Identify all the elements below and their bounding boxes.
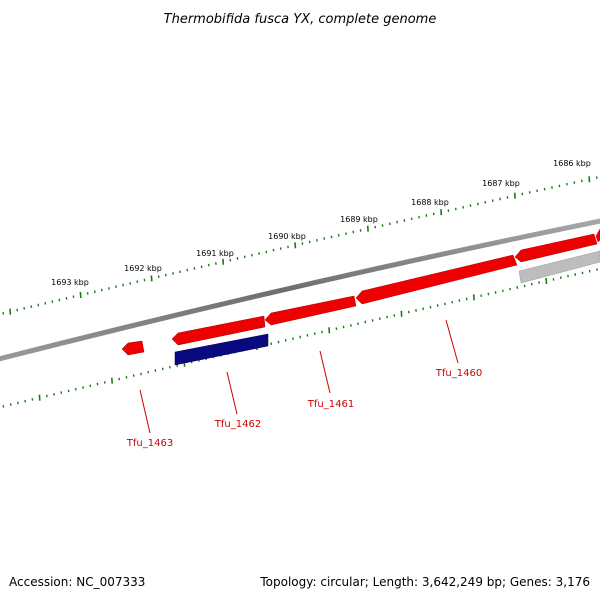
genome-backbone	[0, 218, 600, 362]
scale-labels: 1693 kbp 1692 kbp 1691 kbp 1690 kbp 1689…	[51, 159, 591, 287]
gene-arrow-tfu-1460[interactable]	[355, 254, 518, 305]
map-title: Thermobifida fusca YX, complete genome	[164, 12, 437, 27]
gene-arrow-tfu-1461[interactable]	[264, 295, 357, 326]
leader-line-tfu-1461	[319, 350, 331, 394]
scale-label-1693: 1693 kbp	[51, 278, 89, 287]
scale-label-1689: 1689 kbp	[340, 215, 378, 224]
gene-arrow-tfu-1462-forward[interactable]	[171, 315, 266, 346]
gene-labels: Tfu_1463 Tfu_1462 Tfu_1461 Tfu_1460	[126, 368, 482, 449]
gene-arrow-grey[interactable]	[518, 250, 600, 284]
gene-label-tfu-1463[interactable]: Tfu_1463	[126, 438, 173, 449]
gene-arrow-tfu-1463[interactable]	[121, 340, 145, 356]
scale-label-1687: 1687 kbp	[482, 179, 520, 188]
accession-text: Accession: NC_007333	[9, 575, 145, 589]
gene-label-tfu-1460[interactable]: Tfu_1460	[435, 368, 482, 379]
gene-arrow-edge-forward[interactable]	[595, 228, 600, 243]
leader-line-tfu-1462	[226, 371, 238, 415]
scale-label-1692: 1692 kbp	[124, 264, 162, 273]
scale-label-1690: 1690 kbp	[268, 232, 306, 241]
gene-leader-lines	[139, 319, 459, 434]
gene-label-tfu-1461[interactable]: Tfu_1461	[307, 399, 354, 410]
gene-label-tfu-1462[interactable]: Tfu_1462	[214, 419, 261, 430]
scale-label-1691: 1691 kbp	[196, 249, 234, 258]
gene-arrow-next-forward[interactable]	[514, 233, 598, 263]
genome-summary-text: Topology: circular; Length: 3,642,249 bp…	[259, 575, 590, 589]
scale-label-1686: 1686 kbp	[553, 159, 591, 168]
leader-line-tfu-1460	[445, 319, 459, 364]
leader-line-tfu-1463	[139, 389, 151, 434]
forward-strand-genes	[121, 228, 600, 356]
gene-arrow-tfu-1462-reverse[interactable]	[174, 333, 269, 366]
scale-label-1688: 1688 kbp	[411, 198, 449, 207]
outer-scale-ticks	[2, 176, 598, 315]
